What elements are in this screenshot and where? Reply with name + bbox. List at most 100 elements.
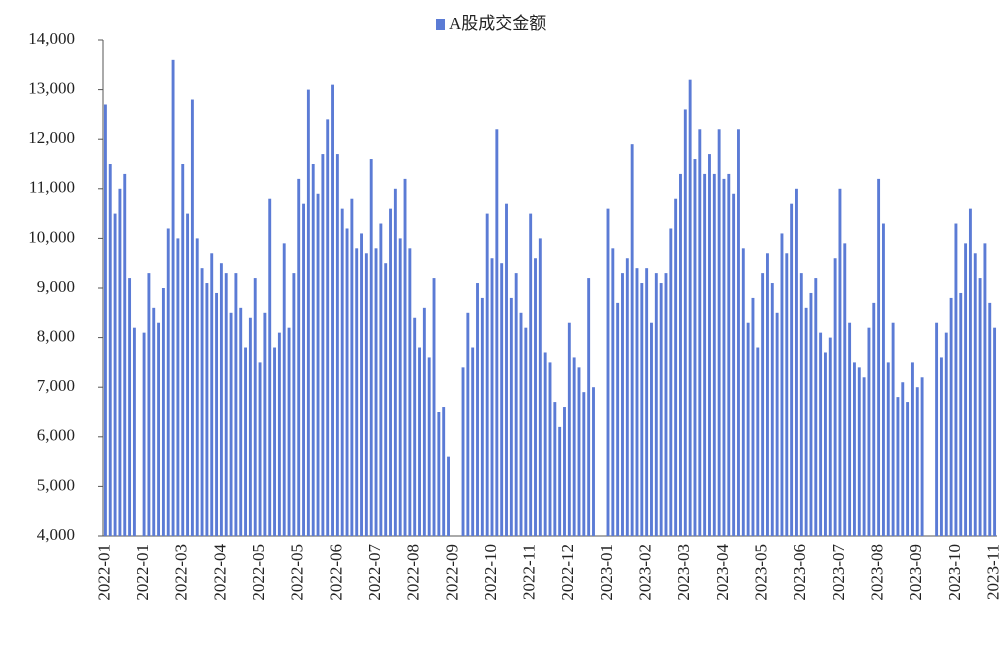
bar [751,297,755,536]
bar [756,347,760,536]
bar [901,382,905,536]
bar [606,208,610,536]
bar [437,412,441,536]
x-tick-label: 2022-09 [442,544,461,601]
bar [659,283,663,536]
y-tick-label: 11,000 [29,178,75,197]
bar [852,362,856,536]
bar [572,357,576,536]
bar [374,248,378,536]
bar [413,317,417,536]
bar [746,322,750,536]
bar [775,312,779,536]
bar [239,307,243,536]
bar [920,377,924,536]
bar [727,173,731,537]
bar [964,243,968,537]
x-tick-label: 2023-11 [983,544,1002,600]
bar [906,402,910,536]
bar [804,307,808,536]
bar [862,377,866,536]
y-tick-label: 8,000 [37,327,75,346]
bar [311,164,315,536]
bar [268,198,272,536]
bar [273,347,277,536]
bar [244,347,248,536]
bar [297,178,301,536]
bar [519,312,523,536]
bar [761,273,765,536]
bar [379,223,383,536]
bar [915,387,919,536]
x-tick-label: 2022-12 [558,544,577,601]
bar [418,347,421,536]
bar [161,288,165,536]
x-tick-label: 2022-05 [249,544,268,601]
bar [737,129,740,536]
bar [708,154,711,536]
bar [234,273,238,536]
legend-label: A股成交金额 [449,14,546,33]
bar [403,178,407,536]
bar [321,154,325,536]
bar [983,243,987,537]
bar [823,352,827,536]
bar [635,268,639,536]
bar [785,253,789,536]
bar [993,327,997,536]
bar [495,129,499,536]
bar [253,278,257,536]
x-tick-label: 2022-07 [365,544,384,601]
bar [611,248,615,536]
x-tick-label: 2022-06 [326,544,345,601]
bar [514,273,518,536]
bar [282,243,286,537]
bar [389,208,392,536]
bar [674,198,678,536]
bar [988,302,992,536]
bar [881,223,885,536]
bar [118,188,122,537]
bar [360,233,363,536]
x-tick-label: 2023-01 [597,544,616,601]
bar [186,213,190,536]
y-tick-label: 9,000 [37,277,75,296]
bar [393,188,397,537]
bar [732,193,736,536]
bar [814,278,818,536]
bar [345,228,349,537]
bar [331,84,334,536]
x-tick-label: 2023-08 [868,544,887,601]
bar [108,164,112,536]
x-tick-label: 2023-07 [829,544,848,601]
bar [427,357,431,536]
bar [123,173,127,537]
bar [476,283,479,536]
bar [935,322,939,536]
bar [939,357,943,536]
bar [553,402,557,536]
bar [147,273,151,536]
bar [219,263,223,536]
bar [640,283,644,536]
bar [490,258,494,536]
bar [954,223,958,536]
bar [350,198,354,536]
bar [563,407,566,536]
bar [195,238,199,536]
bar [877,178,881,536]
bar [277,332,281,536]
bar [833,258,837,536]
bar [466,312,470,536]
bar [210,253,214,536]
bar [819,332,823,536]
y-tick-label: 5,000 [37,475,75,494]
bar [592,387,595,536]
bar [799,273,803,536]
bar [683,109,687,536]
bar [809,292,813,536]
bar [538,238,542,536]
x-tick-label: 2023-05 [752,544,771,601]
bar [973,253,977,536]
bar [548,362,552,536]
